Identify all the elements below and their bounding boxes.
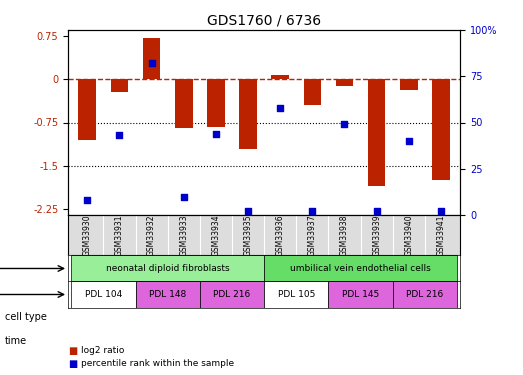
Text: time: time: [5, 336, 27, 346]
Bar: [143, 38, 161, 79]
Bar: [78, 79, 96, 140]
Point: [405, 138, 413, 144]
Text: PDL 104: PDL 104: [85, 290, 122, 299]
Title: GDS1760 / 6736: GDS1760 / 6736: [207, 13, 321, 27]
Text: log2 ratio: log2 ratio: [81, 346, 124, 355]
Bar: [303, 79, 321, 105]
FancyBboxPatch shape: [71, 282, 135, 308]
Text: GSM33935: GSM33935: [244, 214, 253, 256]
FancyBboxPatch shape: [264, 282, 328, 308]
Text: ■: ■: [68, 359, 77, 369]
FancyBboxPatch shape: [71, 255, 264, 282]
Bar: [432, 79, 450, 180]
Point: [372, 208, 381, 214]
Point: [437, 208, 445, 214]
Text: GSM33937: GSM33937: [308, 214, 317, 256]
Point: [147, 60, 156, 66]
Text: PDL 148: PDL 148: [149, 290, 186, 299]
Text: GSM33930: GSM33930: [83, 214, 92, 256]
Point: [276, 105, 285, 111]
Point: [308, 208, 316, 214]
Point: [83, 197, 92, 203]
Text: umbilical vein endothelial cells: umbilical vein endothelial cells: [290, 264, 431, 273]
FancyBboxPatch shape: [200, 282, 264, 308]
Bar: [271, 75, 289, 79]
Bar: [368, 79, 385, 186]
Text: GSM33934: GSM33934: [211, 214, 220, 256]
Text: PDL 145: PDL 145: [342, 290, 379, 299]
Text: cell type: cell type: [5, 312, 47, 322]
FancyBboxPatch shape: [328, 282, 393, 308]
Text: PDL 216: PDL 216: [213, 290, 251, 299]
FancyBboxPatch shape: [135, 282, 200, 308]
Point: [212, 130, 220, 136]
Bar: [336, 79, 354, 86]
Text: neonatal diploid fibroblasts: neonatal diploid fibroblasts: [106, 264, 230, 273]
Text: PDL 216: PDL 216: [406, 290, 444, 299]
Text: GSM33931: GSM33931: [115, 214, 124, 256]
Point: [244, 208, 252, 214]
Bar: [239, 79, 257, 148]
Point: [340, 122, 349, 128]
Text: GSM33938: GSM33938: [340, 214, 349, 256]
Bar: [207, 79, 225, 126]
Text: GSM33933: GSM33933: [179, 214, 188, 256]
Text: percentile rank within the sample: percentile rank within the sample: [81, 359, 234, 368]
Bar: [110, 79, 128, 92]
Text: PDL 105: PDL 105: [278, 290, 315, 299]
FancyBboxPatch shape: [264, 255, 457, 282]
Text: GSM33936: GSM33936: [276, 214, 285, 256]
Text: ■: ■: [68, 346, 77, 355]
Text: GSM33941: GSM33941: [437, 214, 446, 256]
Text: GSM33940: GSM33940: [404, 214, 413, 256]
Text: GSM33939: GSM33939: [372, 214, 381, 256]
FancyBboxPatch shape: [393, 282, 457, 308]
Point: [115, 132, 123, 138]
Point: [179, 194, 188, 200]
Bar: [400, 79, 418, 90]
Bar: [175, 79, 192, 128]
Text: GSM33932: GSM33932: [147, 214, 156, 256]
